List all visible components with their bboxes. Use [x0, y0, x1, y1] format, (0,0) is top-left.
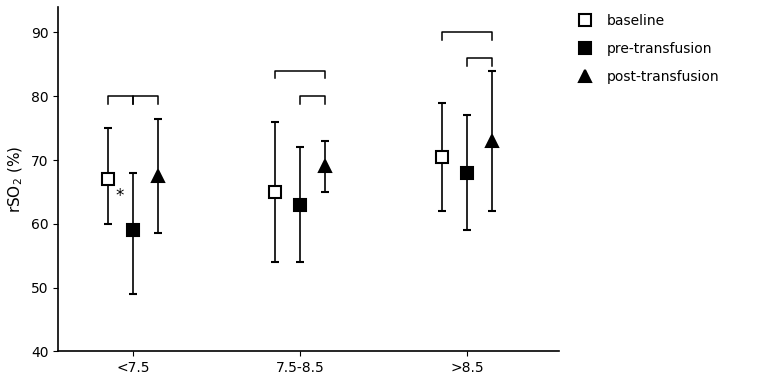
Y-axis label: rSO$_2$ (%): rSO$_2$ (%): [7, 146, 26, 213]
Text: *: *: [116, 187, 124, 205]
Legend: baseline, pre-transfusion, post-transfusion: baseline, pre-transfusion, post-transfus…: [570, 14, 719, 84]
